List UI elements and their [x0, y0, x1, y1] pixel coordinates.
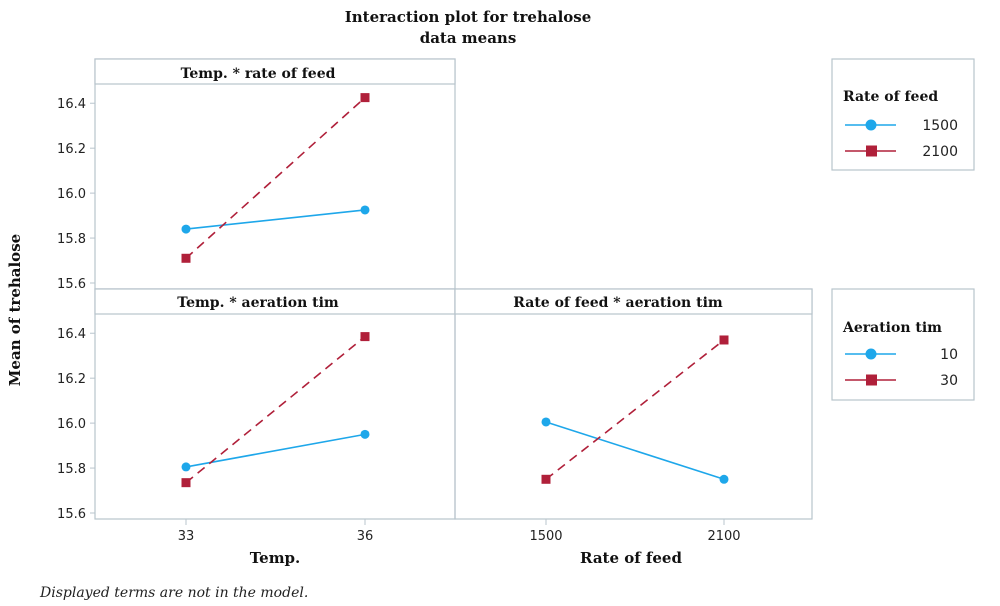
- panel-bottom-right-frame: [454, 288, 813, 520]
- panel-top-left-frame: [94, 58, 456, 290]
- data-point-2100: [360, 93, 370, 103]
- y-tick-label: 15.6: [57, 277, 86, 292]
- data-point-30: [360, 332, 370, 342]
- series-line-1500: [185, 209, 366, 230]
- legend-rate-of-feed-title: Rate of feed: [843, 89, 938, 105]
- legend-item-label: 10: [940, 347, 958, 363]
- panel-title-temp-aeration: Temp. * aeration tim: [177, 295, 339, 311]
- chart-title-line1: Interaction plot for trehalose: [345, 8, 592, 26]
- legend-swatch-marker: [866, 374, 877, 386]
- y-tick-label: 16.2: [57, 142, 86, 157]
- data-point-30: [719, 335, 729, 345]
- series-line-30: [185, 335, 366, 484]
- legend-swatch-marker: [865, 348, 877, 360]
- legend-rate-of-feed-frame: [831, 58, 975, 171]
- x-tick-label: 36: [357, 529, 374, 544]
- data-point-30: [181, 478, 191, 488]
- chart-title-line2: data means: [420, 29, 517, 47]
- panel-top-left-strip: [94, 58, 456, 85]
- x-tick-label: 2100: [707, 529, 740, 544]
- series-line-10: [545, 421, 725, 481]
- y-axis-ticks-top: 15.6 15.8 16.0 16.2 16.4: [57, 97, 95, 292]
- legend-aeration-title: Aeration tim: [842, 320, 942, 336]
- panel-bottom-left-strip: [94, 288, 456, 315]
- data-point-30: [541, 474, 551, 484]
- y-axis-label: Mean of trehalose: [6, 234, 24, 386]
- data-point-10: [541, 417, 551, 427]
- y-tick-label: 15.6: [57, 507, 86, 522]
- y-tick-label: 15.8: [57, 232, 86, 247]
- series-line-30: [545, 339, 725, 480]
- panel-title-rate-aeration: Rate of feed * aeration tim: [513, 295, 723, 311]
- y-axis-ticks-bottom: 15.6 15.8 16.0 16.2 16.4: [57, 327, 95, 522]
- legend-item-label: 30: [940, 373, 958, 389]
- x-axis-label-rate: Rate of feed: [580, 549, 682, 567]
- y-tick-label: 15.8: [57, 462, 86, 477]
- panel-bottom-right-strip: [454, 288, 813, 315]
- y-tick-label: 16.4: [57, 327, 86, 342]
- y-tick-label: 16.2: [57, 372, 86, 387]
- footnote: Displayed terms are not in the model.: [39, 585, 308, 601]
- data-point-10: [181, 462, 191, 472]
- legend-swatch-marker: [866, 145, 877, 157]
- legend-swatch-marker: [865, 119, 877, 131]
- y-tick-label: 16.4: [57, 97, 86, 112]
- legend-rate-of-feed-items: 1500 2100: [845, 118, 958, 160]
- data-point-1500: [360, 205, 370, 215]
- panel-title-temp-rate: Temp. * rate of feed: [181, 66, 336, 82]
- series-layer: [181, 93, 729, 488]
- series-line-10: [185, 433, 366, 468]
- data-point-1500: [181, 224, 191, 234]
- legend-item-label: 2100: [922, 144, 958, 160]
- legend-aeration-frame: [831, 288, 975, 401]
- legend-aeration-items: 10 30: [845, 347, 958, 389]
- x-axis-ticks: 33 36 1500 2100: [178, 519, 741, 544]
- series-line-2100: [185, 97, 366, 259]
- x-tick-label: 33: [178, 529, 195, 544]
- legend-item-label: 1500: [922, 118, 958, 134]
- x-tick-label: 1500: [529, 529, 562, 544]
- data-point-10: [360, 429, 370, 439]
- data-point-2100: [181, 253, 191, 263]
- panel-bottom-left-frame: [94, 288, 456, 520]
- data-point-10: [719, 474, 729, 484]
- x-axis-label-temp: Temp.: [250, 549, 301, 567]
- y-tick-label: 16.0: [57, 187, 86, 202]
- y-tick-label: 16.0: [57, 417, 86, 432]
